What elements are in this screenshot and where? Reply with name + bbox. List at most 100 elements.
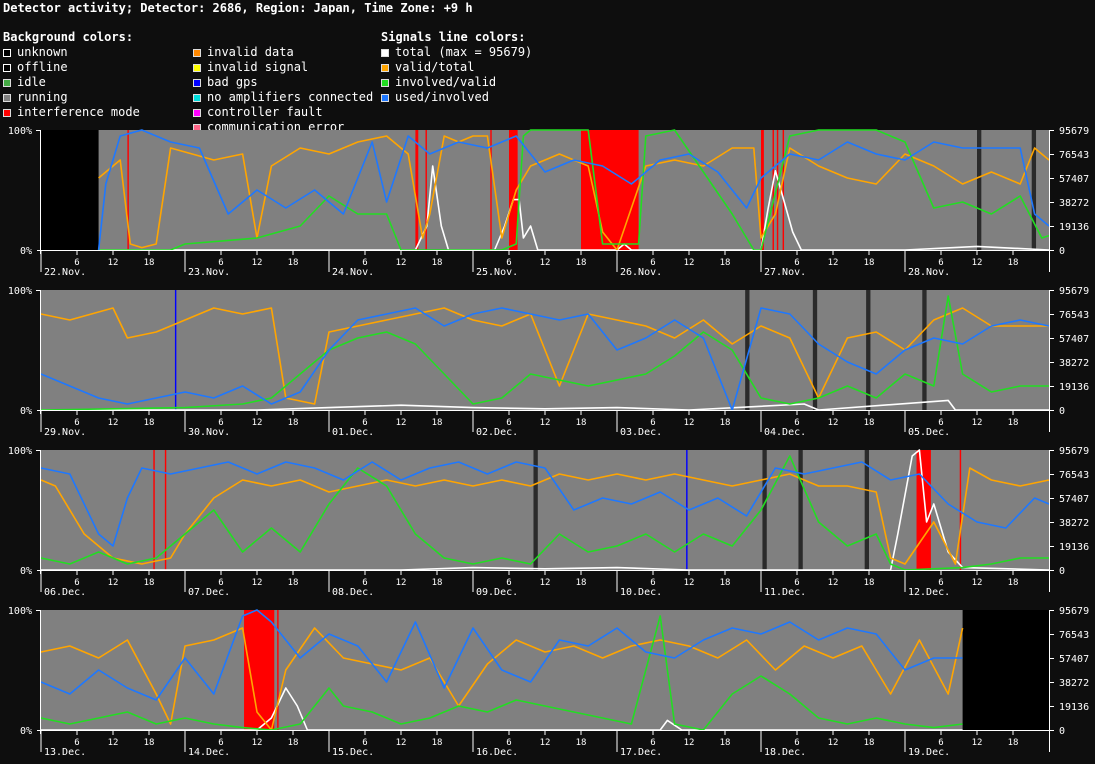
involved-valid-line xyxy=(40,455,1049,571)
hour-label: 6 xyxy=(506,418,511,428)
hour-label: 6 xyxy=(938,578,943,588)
hour-label: 6 xyxy=(218,258,223,268)
background-legend-header: Background colors: xyxy=(3,30,134,44)
hour-label: 18 xyxy=(576,258,587,268)
left-axis-label: 0% xyxy=(20,726,32,737)
right-axis-label: 57407 xyxy=(1059,654,1089,665)
signals-legend-item: valid/total xyxy=(381,60,532,75)
background-legend-swatch xyxy=(3,78,11,87)
signals-legend-swatch xyxy=(381,78,389,87)
right-axis-label: 76543 xyxy=(1059,630,1089,641)
hour-label: 6 xyxy=(506,578,511,588)
hour-label: 6 xyxy=(938,738,943,748)
right-axis-label: 95679 xyxy=(1059,126,1089,137)
day-label: 17.Dec. xyxy=(620,747,662,758)
hour-label: 12 xyxy=(540,258,551,268)
hour-label: 6 xyxy=(218,738,223,748)
left-axis-label: 100% xyxy=(8,126,32,137)
hour-label: 18 xyxy=(720,418,731,428)
offline-band xyxy=(762,450,767,570)
day-label: 12.Dec. xyxy=(908,587,950,598)
day-label: 07.Dec. xyxy=(188,587,230,598)
signals-legend-label: total (max = 95679) xyxy=(395,45,533,59)
hour-label: 18 xyxy=(1008,418,1019,428)
hour-label: 6 xyxy=(362,578,367,588)
hour-label: 18 xyxy=(1008,738,1019,748)
hour-label: 6 xyxy=(650,578,655,588)
day-label: 27.Nov. xyxy=(764,267,806,278)
day-label: 18.Dec. xyxy=(764,747,806,758)
right-axis-label: 57407 xyxy=(1059,174,1089,185)
background-legend-label: running xyxy=(17,90,68,104)
background-legend-label: idle xyxy=(17,75,46,89)
background-legend-label: bad gps xyxy=(207,75,258,89)
hour-label: 18 xyxy=(720,578,731,588)
offline-band xyxy=(1031,130,1037,250)
signals-legend-swatch xyxy=(381,63,389,72)
hour-label: 18 xyxy=(432,258,443,268)
offline-band xyxy=(922,290,927,410)
signals-legend-label: involved/valid xyxy=(395,75,497,89)
day-label: 26.Nov. xyxy=(620,267,662,278)
right-axis-label: 57407 xyxy=(1059,334,1089,345)
background-legend-item: idle xyxy=(3,75,140,90)
interference-band xyxy=(776,130,779,250)
background-legend-label: no amplifiers connected xyxy=(207,90,374,104)
right-axis-label: 95679 xyxy=(1059,446,1089,457)
bad-gps-band xyxy=(686,450,688,570)
signals-legend-item: used/involved xyxy=(381,90,532,105)
background-legend-item: invalid data xyxy=(193,45,373,60)
hour-label: 6 xyxy=(362,738,367,748)
hour-label: 12 xyxy=(828,738,839,748)
total-line xyxy=(41,449,1050,571)
right-axis-label: 38272 xyxy=(1059,518,1089,529)
left-axis-label: 100% xyxy=(8,606,32,617)
day-label: 03.Dec. xyxy=(620,427,662,438)
hour-label: 6 xyxy=(794,418,799,428)
hour-label: 12 xyxy=(540,738,551,748)
hour-label: 6 xyxy=(74,418,79,428)
hour-label: 6 xyxy=(650,258,655,268)
offline-band xyxy=(977,130,982,250)
hour-label: 18 xyxy=(576,578,587,588)
signals-legend-item: total (max = 95679) xyxy=(381,45,532,60)
right-axis-label: 76543 xyxy=(1059,470,1089,481)
hour-label: 12 xyxy=(108,578,119,588)
day-label: 01.Dec. xyxy=(332,427,374,438)
interference-band xyxy=(959,450,962,570)
valid-total-line xyxy=(40,627,964,731)
hour-label: 18 xyxy=(432,578,443,588)
day-label: 24.Nov. xyxy=(332,267,374,278)
hour-label: 6 xyxy=(506,738,511,748)
background-legend-label: offline xyxy=(17,60,68,74)
hour-label: 12 xyxy=(396,418,407,428)
interference-band xyxy=(782,130,785,250)
background-legend-item: running xyxy=(3,90,140,105)
right-axis-label: 95679 xyxy=(1059,606,1089,617)
background-legend-item: unknown xyxy=(3,45,140,60)
used-involved-line xyxy=(40,461,1050,547)
hour-label: 18 xyxy=(288,738,299,748)
running-region xyxy=(98,130,1050,250)
left-axis-label: 100% xyxy=(8,286,32,297)
hour-label: 18 xyxy=(432,738,443,748)
interference-band xyxy=(153,450,155,570)
left-axis-label: 0% xyxy=(20,406,32,417)
used-involved-line xyxy=(40,307,1050,411)
day-label: 06.Dec. xyxy=(44,587,86,598)
right-axis-label: 95679 xyxy=(1059,286,1089,297)
day-label: 08.Dec. xyxy=(332,587,374,598)
hour-label: 18 xyxy=(576,418,587,428)
left-axis-label: 0% xyxy=(20,246,32,257)
signals-legend-label: used/involved xyxy=(395,90,489,104)
background-legend-item: controller fault xyxy=(193,105,373,120)
right-axis-label: 38272 xyxy=(1059,358,1089,369)
hour-label: 12 xyxy=(828,418,839,428)
hour-label: 6 xyxy=(218,578,223,588)
involved-valid-line xyxy=(40,295,1049,411)
right-axis-label: 19136 xyxy=(1059,222,1089,233)
hour-label: 18 xyxy=(144,258,155,268)
background-legend-swatch xyxy=(3,48,11,57)
background-legend-item: offline xyxy=(3,60,140,75)
